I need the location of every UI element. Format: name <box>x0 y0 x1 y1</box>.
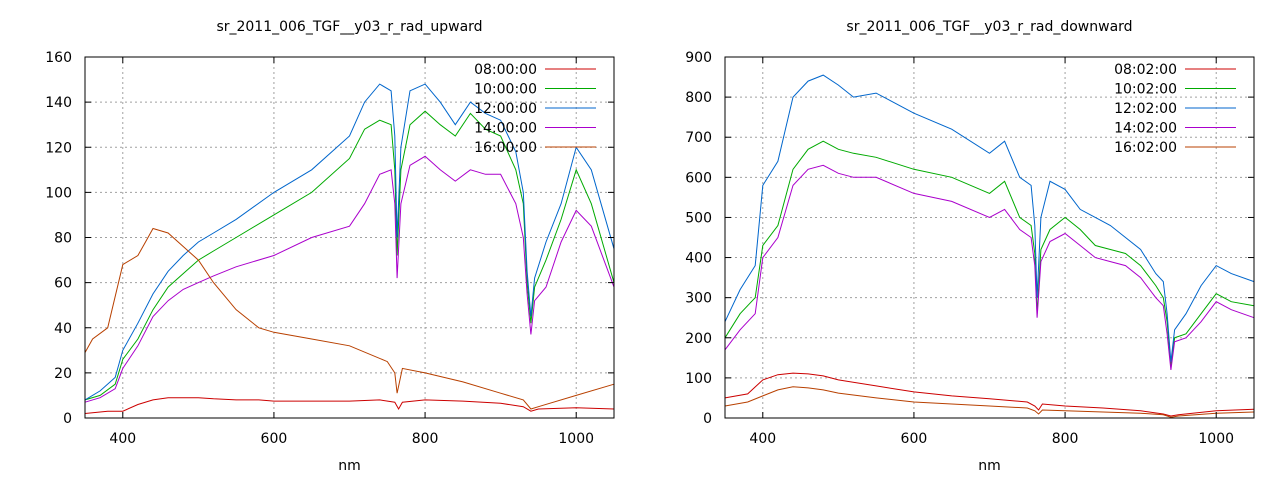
x-tick-label: 1000 <box>1198 431 1234 447</box>
series-line-14:02:00 <box>724 164 1255 370</box>
legend-label: 14:00:00 <box>474 121 537 137</box>
y-tick-label: 600 <box>685 170 712 186</box>
y-tick-label: 300 <box>685 291 712 307</box>
x-tick-label: 800 <box>1052 431 1079 447</box>
chart-title: sr_2011_006_TGF__y03_r_rad_downward <box>846 19 1132 35</box>
legend-label: 12:00:00 <box>474 101 537 117</box>
y-tick-label: 100 <box>685 371 712 387</box>
legend-label: 12:02:00 <box>1114 101 1177 117</box>
y-tick-label: 80 <box>54 231 72 247</box>
y-tick-label: 160 <box>45 50 72 66</box>
y-tick-label: 900 <box>685 50 712 66</box>
downward-radiance-chart: sr_2011_006_TGF__y03_r_rad_downward 400 60… <box>685 19 1255 474</box>
y-tick-label: 140 <box>45 95 72 111</box>
legend-label: 10:00:00 <box>474 82 537 98</box>
series-line-12:00:00 <box>84 83 615 401</box>
x-tick-label: 600 <box>901 431 928 447</box>
series-line-08:02:00 <box>724 372 1255 417</box>
x-tick-label: 800 <box>412 431 439 447</box>
legend-label: 16:02:00 <box>1114 140 1177 156</box>
x-axis-label: nm <box>338 458 361 474</box>
x-axis-label: nm <box>978 458 1001 474</box>
legend: 08:00:00 10:00:00 12:00:00 14:00:00 16:00:00 <box>474 62 596 156</box>
y-tick-label: 40 <box>54 321 72 337</box>
x-tick-label: 600 <box>261 431 288 447</box>
series-line-12:02:00 <box>724 74 1255 362</box>
x-tick-label: 1000 <box>558 431 594 447</box>
y-tick-label: 0 <box>63 411 72 427</box>
legend-label: 08:02:00 <box>1114 62 1177 78</box>
legend: 08:02:00 10:02:00 12:02:00 14:02:00 16:02:00 <box>1114 62 1236 156</box>
x-tick-label: 400 <box>109 431 136 447</box>
y-tick-label: 100 <box>45 185 72 201</box>
y-tick-label: 120 <box>45 140 72 156</box>
x-tick-label: 400 <box>749 431 776 447</box>
y-tick-label: 60 <box>54 276 72 292</box>
legend-label: 16:00:00 <box>474 140 537 156</box>
legend-label: 10:02:00 <box>1114 82 1177 98</box>
series-line-08:00:00 <box>84 397 615 414</box>
series-line-16:02:00 <box>724 386 1255 418</box>
series-line-10:00:00 <box>84 110 615 401</box>
series-line-14:00:00 <box>84 155 615 403</box>
series-line-16:00:00 <box>84 227 615 410</box>
y-tick-label: 700 <box>685 130 712 146</box>
y-tick-label: 500 <box>685 210 712 226</box>
y-tick-label: 800 <box>685 90 712 106</box>
plot-frame <box>724 56 1255 419</box>
grid <box>725 57 1254 418</box>
legend-label: 08:00:00 <box>474 62 537 78</box>
y-tick-label: 0 <box>703 411 712 427</box>
chart-title: sr_2011_006_TGF__y03_r_rad_upward <box>216 19 482 35</box>
y-tick-label: 20 <box>54 366 72 382</box>
y-tick-label: 400 <box>685 251 712 267</box>
y-tick-label: 200 <box>685 331 712 347</box>
legend-label: 14:02:00 <box>1114 121 1177 137</box>
